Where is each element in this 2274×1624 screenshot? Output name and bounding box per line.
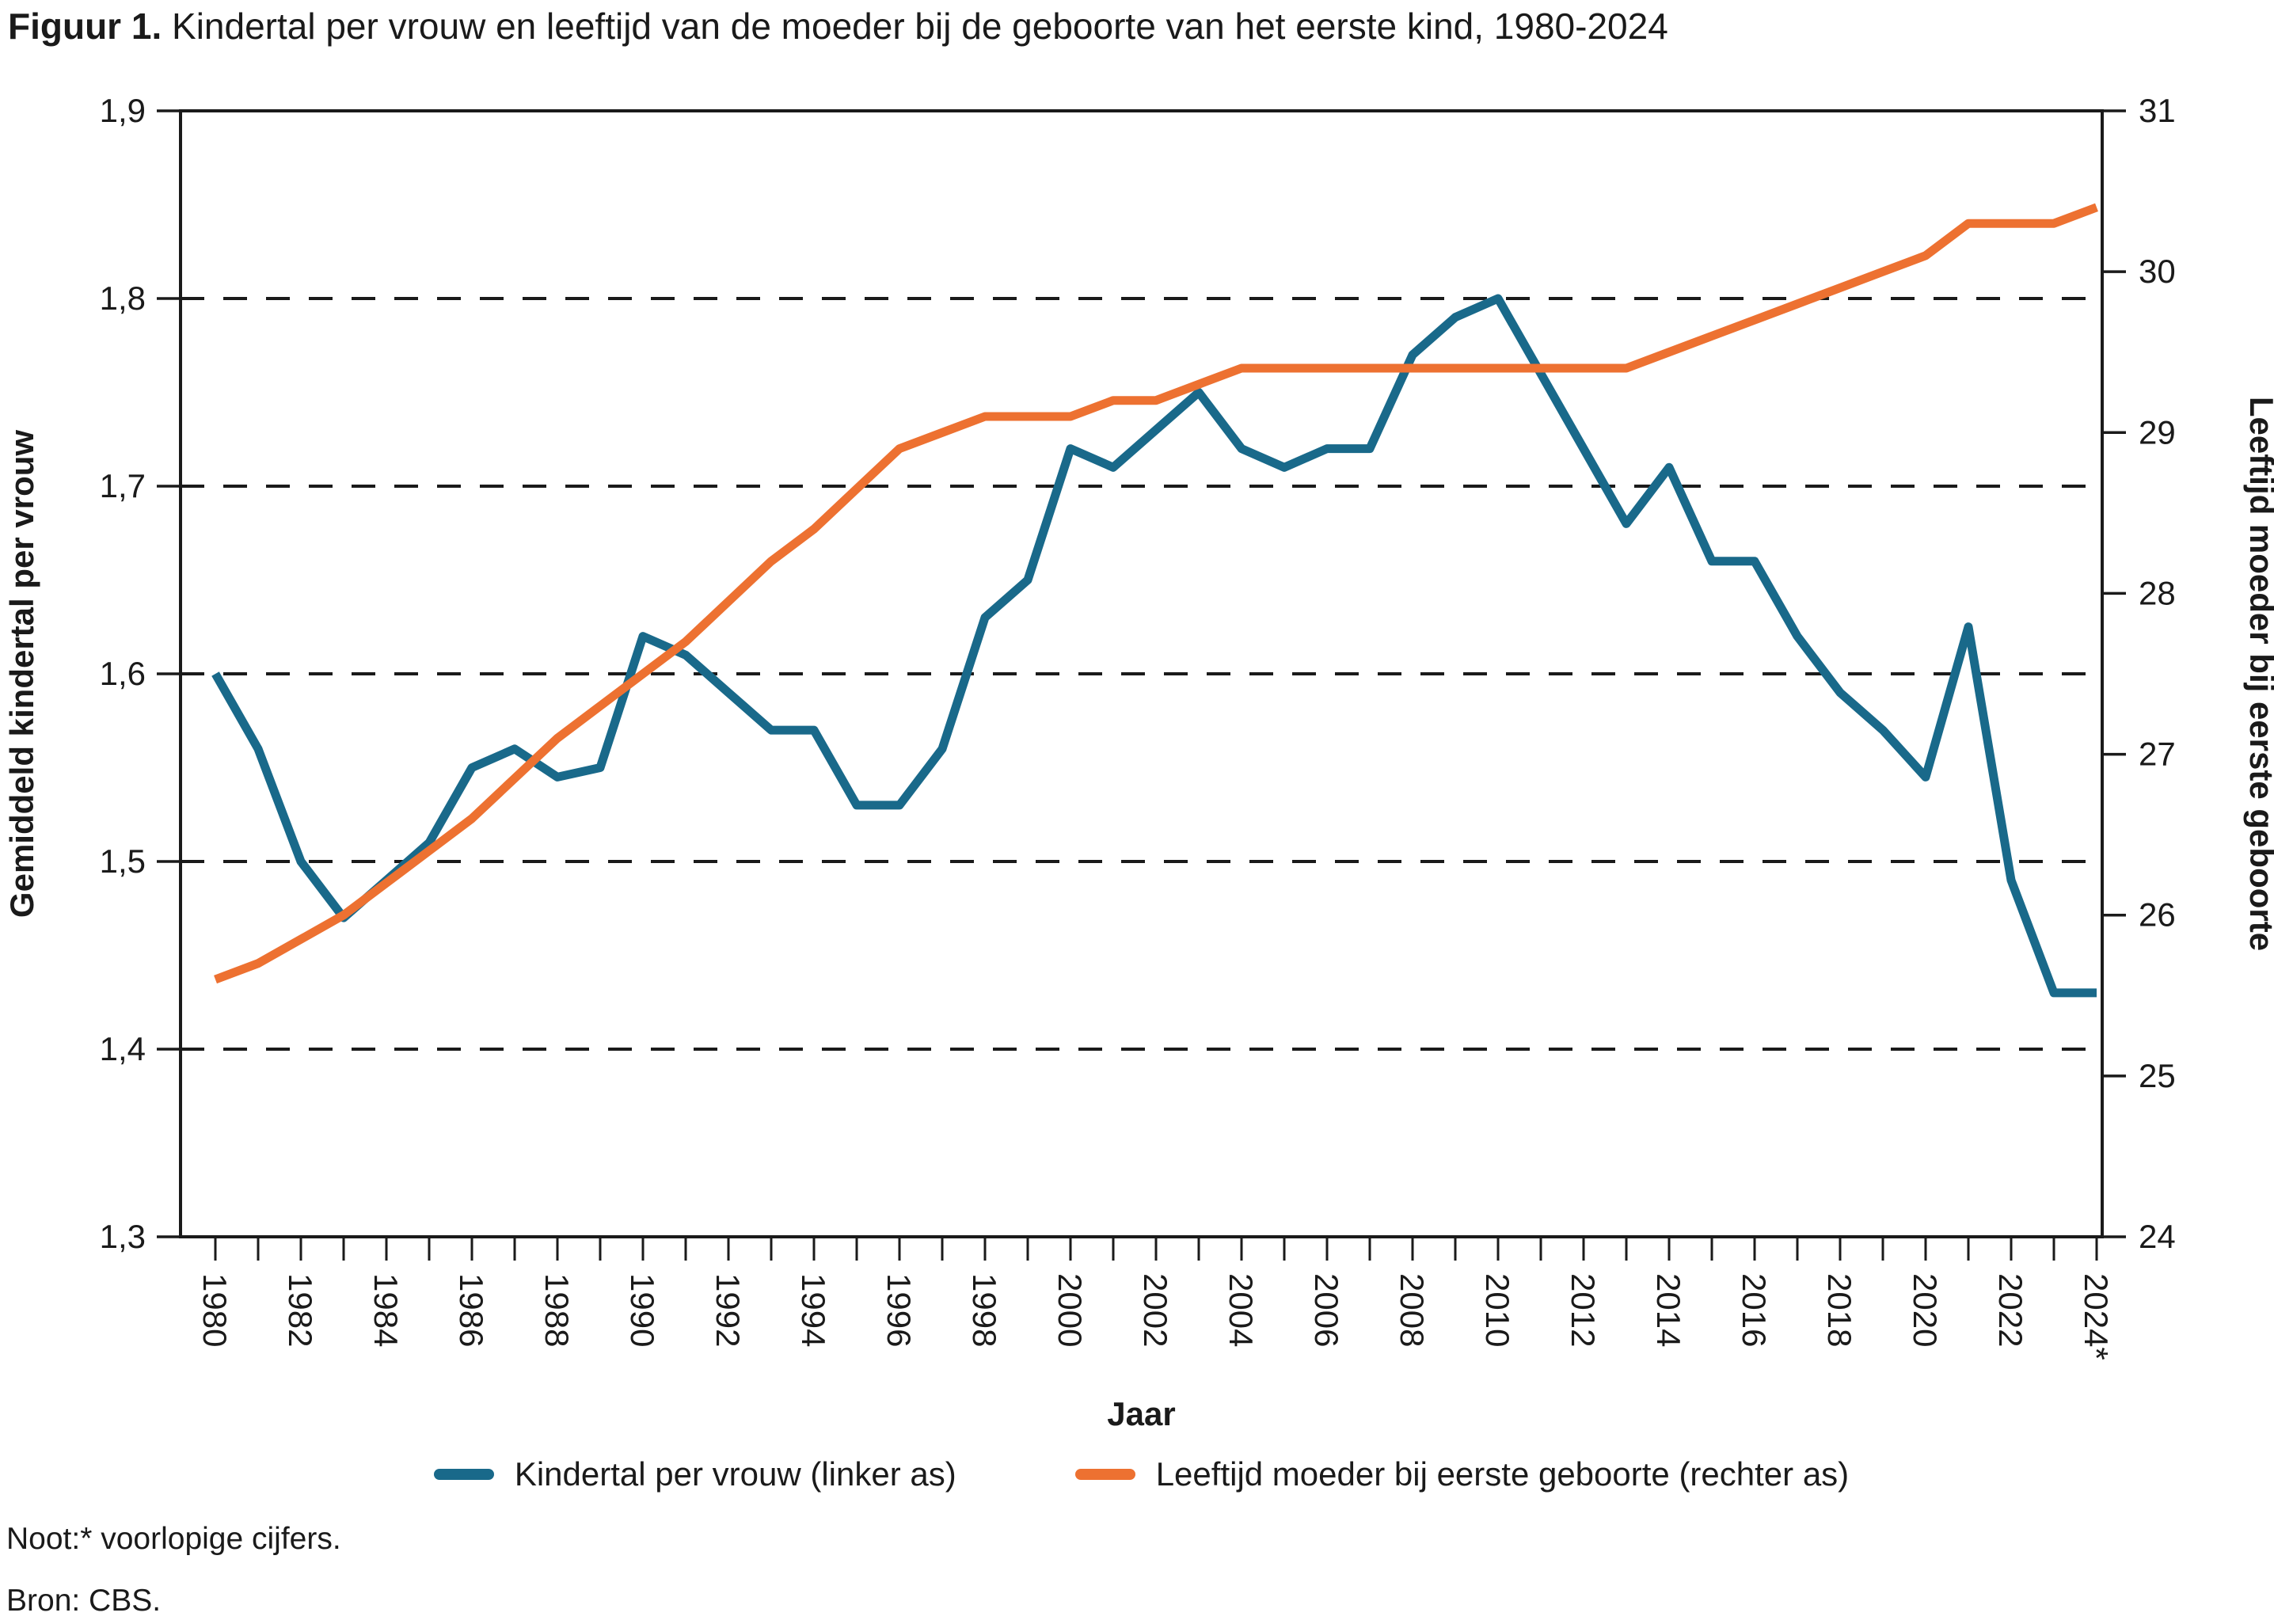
series-line-kindertal (211, 294, 2097, 998)
right-axis-tick-label: 25 (2139, 1057, 2176, 1094)
x-axis-tick-label: 1992 (709, 1273, 747, 1347)
x-axis-title: Jaar (1107, 1395, 1175, 1432)
x-axis-tick-label: 1996 (880, 1273, 918, 1347)
x-axis-tick-label: 1984 (367, 1273, 405, 1347)
chart-legend: Kindertal per vrouw (linker as) Leeftijd… (181, 1455, 2102, 1493)
x-axis-tick-label: 1990 (624, 1273, 661, 1347)
right-axis-tick-label: 27 (2139, 736, 2176, 773)
right-axis-tick-label: 28 (2139, 574, 2176, 611)
x-axis-tick-label: 2012 (1565, 1273, 1602, 1347)
x-axis-tick-label: 1980 (196, 1273, 234, 1347)
legend-item-leeftijd: Leeftijd moeder bij eerste geboorte (rec… (1074, 1455, 1850, 1493)
legend-swatch-leeftijd (1074, 1469, 1135, 1480)
x-axis-tick-label: 2022 (1992, 1273, 2029, 1347)
left-axis-tick-label: 1,7 (100, 467, 146, 504)
legend-swatch-kindertal (433, 1469, 494, 1480)
right-axis-tick-label: 30 (2139, 253, 2176, 290)
figure-title-text: Kindertal per vrouw en leeftijd van de m… (162, 6, 1668, 47)
x-axis-tick-label: 2016 (1736, 1273, 1773, 1347)
x-axis-tick-label: 2006 (1308, 1273, 1345, 1347)
left-axis-tick-label: 1,9 (100, 92, 146, 129)
left-axis-tick-label: 1,8 (100, 280, 146, 317)
x-axis-tick-label: 1998 (966, 1273, 1003, 1347)
x-axis-tick-label: 2004 (1223, 1273, 1260, 1347)
right-axis-tick-label: 31 (2139, 92, 2176, 129)
x-axis-tick-label: 2000 (1051, 1273, 1089, 1347)
x-axis-tick-label: 2018 (1821, 1273, 1858, 1347)
figure-title: Figuur 1. Kindertal per vrouw en leeftij… (8, 5, 1668, 48)
left-axis-tick-label: 1,3 (100, 1218, 146, 1255)
x-axis-tick-label: 1982 (282, 1273, 319, 1347)
x-axis-tick-label: 2014 (1650, 1273, 1687, 1347)
left-axis-tick-label: 1,4 (100, 1030, 146, 1067)
x-axis-tick-label: 2024* (2078, 1273, 2115, 1360)
x-axis-tick-label: 2020 (1907, 1273, 1944, 1347)
right-axis-tick-label: 29 (2139, 413, 2176, 451)
x-axis-tick-label: 2008 (1394, 1273, 1431, 1347)
legend-item-kindertal: Kindertal per vrouw (linker as) (433, 1455, 956, 1493)
x-axis-tick-label: 1994 (795, 1273, 832, 1347)
left-axis-tick-label: 1,5 (100, 842, 146, 880)
source-note: Bron: CBS. (6, 1584, 162, 1618)
left-axis-title: Gemiddeld kindertal per vrouw (3, 430, 40, 918)
series-line-leeftijd (214, 203, 2098, 984)
x-axis-tick-label: 2010 (1479, 1273, 1516, 1347)
right-axis-title: Leeftijd moeder bij eerste geboorte (2243, 397, 2274, 951)
x-axis-tick-label: 2002 (1137, 1273, 1174, 1347)
legend-label-kindertal: Kindertal per vrouw (linker as) (514, 1455, 956, 1493)
left-axis-tick-label: 1,6 (100, 655, 146, 692)
right-axis-tick-label: 24 (2139, 1218, 2176, 1255)
x-axis-tick-label: 1988 (538, 1273, 576, 1347)
legend-label-leeftijd: Leeftijd moeder bij eerste geboorte (rec… (1155, 1455, 1850, 1493)
x-axis-tick-label: 1986 (453, 1273, 490, 1347)
figure-title-prefix: Figuur 1. (8, 6, 162, 47)
right-axis-tick-label: 26 (2139, 896, 2176, 934)
footnote: Noot:* voorlopige cijfers. (6, 1522, 341, 1556)
line-chart: 1,9 1,8 1,7 1,6 1,5 1,4 1,3 31 30 29 28 27 26 25 24 198… (3, 92, 2274, 1432)
